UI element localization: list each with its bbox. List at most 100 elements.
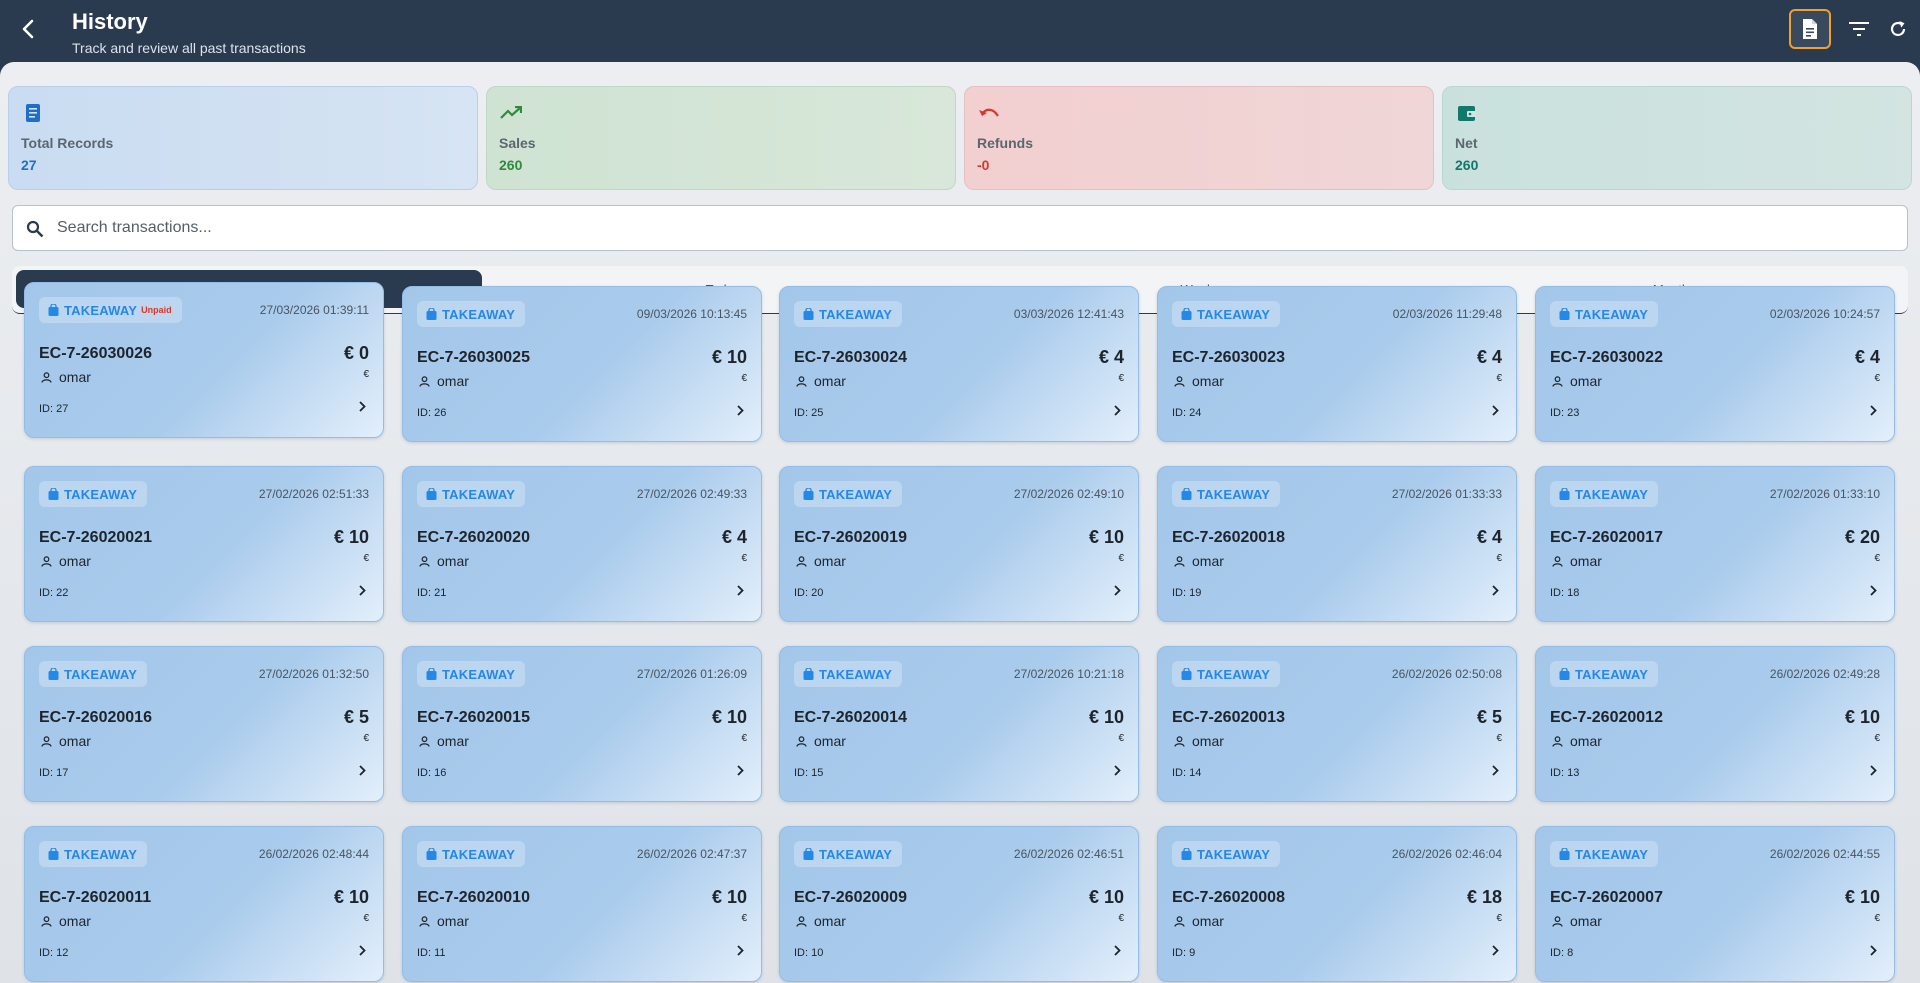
currency-label: € <box>741 733 747 744</box>
transaction-card[interactable]: TAKEAWAY 02/03/2026 11:29:48 EC-7-26030023… <box>1157 286 1517 442</box>
transaction-card[interactable]: TAKEAWAY 26/02/2026 02:46:51 EC-7-26020009… <box>779 826 1139 982</box>
chevron-right-icon[interactable] <box>355 399 369 413</box>
transaction-card[interactable]: TAKEAWAY 03/03/2026 12:41:43 EC-7-26030024… <box>779 286 1139 442</box>
order-type-badge: TAKEAWAY <box>1550 661 1659 687</box>
transaction-amount: € 10 <box>1088 887 1124 907</box>
chevron-right-icon[interactable] <box>1488 403 1502 417</box>
chevron-right-icon[interactable] <box>1866 583 1880 597</box>
transaction-card[interactable]: TAKEAWAY 26/02/2026 02:46:04 EC-7-26020008… <box>1157 826 1517 982</box>
stat-label: Total Records <box>21 135 114 151</box>
refresh-button[interactable] <box>1886 17 1910 41</box>
transaction-card[interactable]: TAKEAWAY 26/02/2026 02:49:28 EC-7-26020012… <box>1535 646 1895 802</box>
chevron-right-icon[interactable] <box>733 763 747 777</box>
order-type-label: TAKEAWAY <box>819 486 893 502</box>
chevron-right-icon[interactable] <box>1866 763 1880 777</box>
transaction-card[interactable]: TAKEAWAY 26/02/2026 02:48:44 EC-7-26020011… <box>24 826 384 982</box>
back-button[interactable] <box>16 14 40 44</box>
chevron-right-icon[interactable] <box>1866 403 1880 417</box>
order-type-badge: TAKEAWAY <box>417 841 526 867</box>
bag-icon <box>802 488 814 500</box>
search-bar <box>12 205 1908 251</box>
chevron-right-icon[interactable] <box>355 763 369 777</box>
cashier-name: omar <box>1192 553 1224 569</box>
transaction-card[interactable]: TAKEAWAY 27/02/2026 02:49:10 EC-7-26020019… <box>779 466 1139 622</box>
bag-icon <box>47 848 59 860</box>
currency-label: € <box>1118 373 1124 384</box>
undo-icon <box>977 101 1001 125</box>
transaction-card[interactable]: TAKEAWAY 26/02/2026 02:44:55 EC-7-26020007… <box>1535 826 1895 982</box>
export-document-button[interactable] <box>1789 9 1831 49</box>
stat-value: 27 <box>21 157 37 173</box>
transaction-card[interactable]: TAKEAWAY 02/03/2026 10:24:57 EC-7-26030022… <box>1535 286 1895 442</box>
transaction-amount: € 4 <box>1098 347 1124 367</box>
stat-card-net: Net 260 <box>1442 86 1912 190</box>
chevron-right-icon[interactable] <box>355 583 369 597</box>
cashier: omar <box>794 373 846 389</box>
cashier-name: omar <box>437 553 469 569</box>
currency-label: € <box>1118 553 1124 564</box>
cashier-name: omar <box>1192 373 1224 389</box>
chevron-right-icon[interactable] <box>1110 403 1124 417</box>
bag-icon <box>1558 488 1570 500</box>
chevron-right-icon[interactable] <box>1488 943 1502 957</box>
currency-label: € <box>1874 733 1880 744</box>
app-header: History Track and review all past transa… <box>0 0 1920 64</box>
chevron-right-icon[interactable] <box>1488 583 1502 597</box>
chevron-right-icon[interactable] <box>1488 763 1502 777</box>
unpaid-badge: Unpaid <box>141 305 172 315</box>
cashier-name: omar <box>814 913 846 929</box>
transaction-card[interactable]: TAKEAWAY Unpaid 27/03/2026 01:39:11 EC-7-26… <box>24 282 384 438</box>
chevron-right-icon[interactable] <box>355 943 369 957</box>
cashier: omar <box>417 373 469 389</box>
transaction-amount: € 4 <box>1854 347 1880 367</box>
transaction-amount: € 4 <box>1476 527 1502 547</box>
order-number: EC-7-26030024 <box>794 349 907 366</box>
order-type-badge: TAKEAWAY <box>1172 661 1281 687</box>
wallet-icon <box>1455 101 1479 125</box>
cashier: omar <box>417 913 469 929</box>
transaction-amount: € 0 <box>343 343 369 363</box>
cashier: omar <box>1550 733 1602 749</box>
bag-icon <box>1180 488 1192 500</box>
cashier-name: omar <box>1570 373 1602 389</box>
user-icon <box>794 734 808 748</box>
chevron-right-icon[interactable] <box>1110 943 1124 957</box>
transaction-card[interactable]: TAKEAWAY 27/02/2026 01:33:33 EC-7-26020018… <box>1157 466 1517 622</box>
filter-button[interactable] <box>1847 17 1871 41</box>
transaction-card[interactable]: TAKEAWAY 09/03/2026 10:13:45 EC-7-26030025… <box>402 286 762 442</box>
transaction-date: 26/02/2026 02:47:37 <box>636 847 747 861</box>
order-type-badge: TAKEAWAY <box>794 301 903 327</box>
transaction-card[interactable]: TAKEAWAY 26/02/2026 02:50:08 EC-7-26020013… <box>1157 646 1517 802</box>
transaction-card[interactable]: TAKEAWAY 27/02/2026 10:21:18 EC-7-26020014… <box>779 646 1139 802</box>
transaction-amount: € 5 <box>343 707 369 727</box>
transaction-card[interactable]: TAKEAWAY 26/02/2026 02:47:37 EC-7-26020010… <box>402 826 762 982</box>
order-type-label: TAKEAWAY <box>442 486 516 502</box>
cashier: omar <box>1550 553 1602 569</box>
order-type-label: TAKEAWAY <box>64 666 138 682</box>
chevron-right-icon[interactable] <box>1866 943 1880 957</box>
transaction-card[interactable]: TAKEAWAY 27/02/2026 02:51:33 EC-7-26020021… <box>24 466 384 622</box>
cashier: omar <box>39 733 91 749</box>
chevron-right-icon[interactable] <box>1110 763 1124 777</box>
currency-label: € <box>1118 733 1124 744</box>
currency-label: € <box>741 553 747 564</box>
transaction-card[interactable]: TAKEAWAY 27/02/2026 02:49:33 EC-7-26020020… <box>402 466 762 622</box>
cashier: omar <box>794 733 846 749</box>
bag-icon <box>802 848 814 860</box>
order-type-label: TAKEAWAY <box>1575 486 1649 502</box>
page-subtitle: Track and review all past transactions <box>72 40 306 56</box>
order-number: EC-7-26020013 <box>1172 709 1285 726</box>
stat-value: -0 <box>977 157 990 173</box>
history-content: Total Records 27 Sales 260 Refunds -0 Ne… <box>0 62 1920 983</box>
transaction-card[interactable]: TAKEAWAY 27/02/2026 01:26:09 EC-7-26020015… <box>402 646 762 802</box>
chevron-right-icon[interactable] <box>1110 583 1124 597</box>
chevron-right-icon[interactable] <box>733 583 747 597</box>
transaction-card[interactable]: TAKEAWAY 27/02/2026 01:33:10 EC-7-26020017… <box>1535 466 1895 622</box>
bag-icon <box>1558 848 1570 860</box>
chevron-right-icon[interactable] <box>733 403 747 417</box>
order-number: EC-7-26030026 <box>39 345 152 362</box>
cashier: omar <box>1172 733 1224 749</box>
transaction-card[interactable]: TAKEAWAY 27/02/2026 01:32:50 EC-7-26020016… <box>24 646 384 802</box>
chevron-right-icon[interactable] <box>733 943 747 957</box>
search-input[interactable] <box>57 214 1887 242</box>
